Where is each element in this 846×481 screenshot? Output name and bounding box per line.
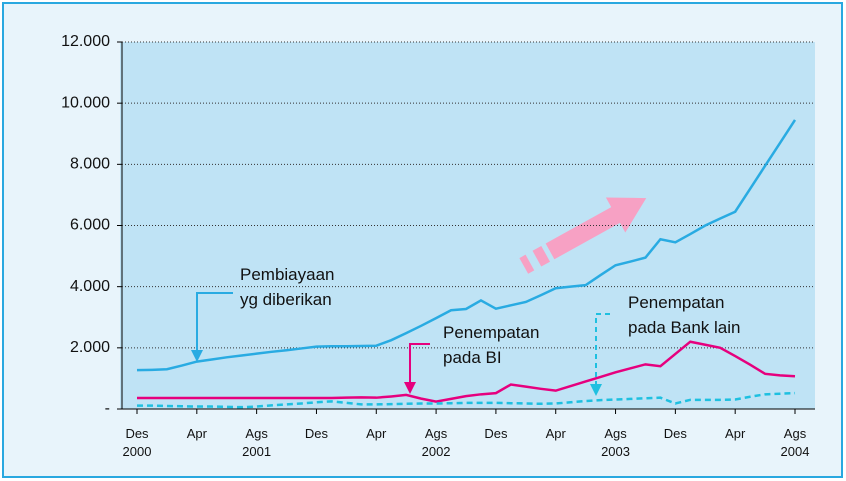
series-line [137,391,796,409]
x-tick-label: Ags 2004 [780,426,810,459]
x-tick-label: Des 2000 [122,426,152,459]
x-tick-label: Des [663,426,687,441]
series-line [136,119,797,372]
y-tick-label: 4.000 [70,278,110,295]
y-tick-label: 2.000 [70,339,110,356]
x-tick-label: Des [484,426,508,441]
y-tick-label: 8.000 [70,156,110,173]
annotation: Pembiayaan yg diberikan [240,265,335,309]
x-tick-label: Apr [545,426,566,441]
series-line [137,340,796,403]
annotation: Penempatan pada Bank lain [628,293,741,337]
x-tick-label: Apr [186,426,207,441]
x-tick-label: Apr [725,426,746,441]
annotation: Penempatan pada BI [443,323,540,367]
y-tick-label: - [105,400,110,417]
x-tick-label: Ags 2002 [421,426,451,459]
y-tick-label: 10.000 [61,94,110,111]
pointers [191,292,610,396]
x-tick-label: Ags 2001 [242,426,272,459]
x-tick-label: Ags 2003 [601,426,630,459]
x-tick-label: Des [304,426,329,441]
marks: - 2.000 4.000 6.000 8.000 10.000 12.000 [61,33,815,417]
x-tick-label: Apr [366,426,387,441]
y-tick-label: 12.000 [61,33,110,50]
y-tick-label: 6.000 [70,217,110,234]
trend-arrow [519,197,647,274]
